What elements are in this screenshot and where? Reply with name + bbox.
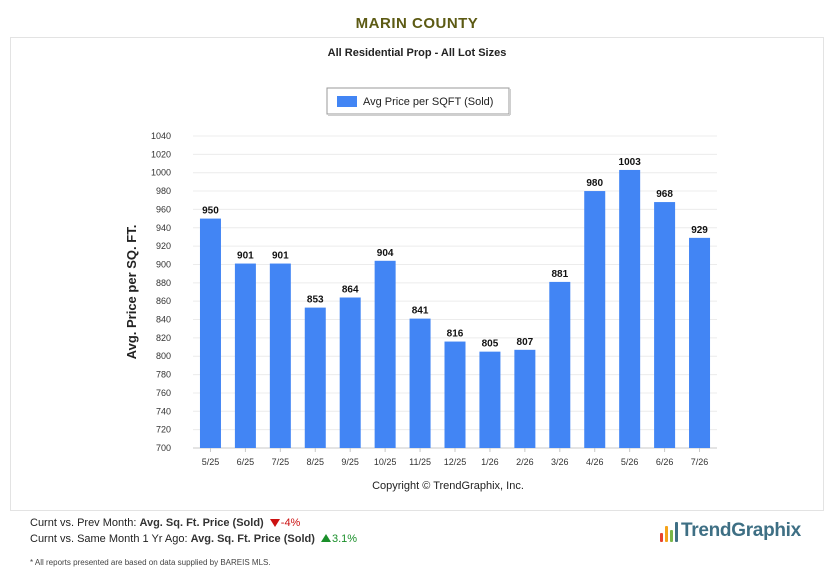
x-tick-label: 1/26 <box>481 457 499 467</box>
y-tick-label: 960 <box>156 204 171 214</box>
bar-5-26[interactable] <box>619 169 641 448</box>
data-label: 853 <box>307 295 324 306</box>
data-label: 904 <box>377 248 394 259</box>
data-source-note: * All reports presented are based on dat… <box>30 558 271 567</box>
prev-month-change: -4% <box>280 517 301 529</box>
bar-2-26[interactable] <box>514 349 536 448</box>
bar-3-26[interactable] <box>549 281 571 448</box>
x-tick-label: 9/25 <box>341 457 359 467</box>
bars: 950 901 901 853 864 904 841 816 805 807 881 980 1003… <box>199 157 711 448</box>
footer-prev-month: Curnt vs. Prev Month: Avg. Sq. Ft. Price… <box>30 517 300 529</box>
y-axis-label: Avg. Price per SQ. FT. <box>124 225 139 360</box>
data-label: 929 <box>691 225 708 236</box>
y-tick-label: 840 <box>156 315 171 325</box>
y-tick-label: 780 <box>156 370 171 380</box>
data-label: 1003 <box>619 157 642 168</box>
data-label: 881 <box>551 269 568 280</box>
prev-month-prefix: Curnt vs. Prev Month: <box>30 517 137 529</box>
bar-chart: All Residential Prop - All Lot Sizes Avg… <box>124 47 717 492</box>
x-tick-label: 6/26 <box>656 457 674 467</box>
y-tick-label: 880 <box>156 278 171 288</box>
bar-11-25[interactable] <box>409 318 431 448</box>
y-tick-label: 740 <box>156 406 171 416</box>
y-tick-label: 1040 <box>151 131 171 141</box>
bar-chart-logo-icon <box>660 520 678 542</box>
chart-title: All Residential Prop - All Lot Sizes <box>328 47 507 59</box>
bar-6-25[interactable] <box>234 263 256 448</box>
y-tick-label: 1020 <box>151 149 171 159</box>
y-tick-label: 920 <box>156 241 171 251</box>
y-tick-label: 940 <box>156 223 171 233</box>
y-tick-label: 980 <box>156 186 171 196</box>
data-label: 980 <box>586 178 603 189</box>
data-label: 864 <box>342 285 359 296</box>
footer-year-ago: Curnt vs. Same Month 1 Yr Ago: Avg. Sq. … <box>30 533 357 545</box>
brand-name: TrendGraphix <box>681 520 801 541</box>
down-arrow-icon <box>269 519 280 527</box>
page-title: MARIN COUNTY <box>355 15 479 32</box>
data-label: 968 <box>656 189 673 200</box>
chart-credit: Copyright © TrendGraphix, Inc. <box>372 480 524 492</box>
year-ago-change: 3.1% <box>331 533 358 545</box>
x-tick-label: 2/26 <box>516 457 534 467</box>
x-tick-label: 5/25 <box>202 457 220 467</box>
legend[interactable]: Avg Price per SQFT (Sold) <box>326 87 511 116</box>
y-tick-label: 900 <box>156 259 171 269</box>
bar-10-25[interactable] <box>374 260 396 448</box>
y-tick-label: 760 <box>156 388 171 398</box>
x-tick-label: 6/25 <box>237 457 255 467</box>
y-tick-label: 1000 <box>151 168 171 178</box>
y-tick-label: 720 <box>156 425 171 435</box>
bar-7-26[interactable] <box>689 237 711 448</box>
y-tick-label: 860 <box>156 296 171 306</box>
data-label: 805 <box>482 339 499 350</box>
x-tick-label: 7/25 <box>272 457 290 467</box>
data-label: 950 <box>202 206 219 217</box>
data-label: 901 <box>237 251 254 262</box>
year-ago-prefix: Curnt vs. Same Month 1 Yr Ago: <box>30 533 188 545</box>
bar-9-25[interactable] <box>339 297 361 448</box>
up-arrow-icon <box>320 534 331 542</box>
data-label: 841 <box>412 306 429 317</box>
legend-label: Avg Price per SQFT (Sold) <box>363 96 493 108</box>
trendgraphix-logo[interactable]: TrendGraphix <box>660 516 801 546</box>
y-axis-ticks: 700 720 740 760 780 800 820 840 860 880 900 920 940 9… <box>151 131 171 453</box>
legend-box <box>326 87 510 115</box>
y-tick-label: 820 <box>156 333 171 343</box>
year-ago-metric: Avg. Sq. Ft. Price (Sold) <box>190 533 315 545</box>
x-tick-label: 8/25 <box>307 457 325 467</box>
x-tick-label: 3/26 <box>551 457 569 467</box>
x-axis-ticks: 5/25 6/25 7/25 8/25 9/25 10/25 11/25 12/25 1/26 2… <box>202 448 709 467</box>
data-label: 901 <box>272 251 289 262</box>
x-tick-label: 10/25 <box>374 457 397 467</box>
data-label: 816 <box>447 329 464 340</box>
bar-7-25[interactable] <box>269 263 291 448</box>
bar-5-25[interactable] <box>199 218 221 448</box>
data-label: 807 <box>517 337 534 348</box>
chart-panel: All Residential Prop - All Lot Sizes Avg… <box>10 37 824 511</box>
prev-month-metric: Avg. Sq. Ft. Price (Sold) <box>139 517 264 529</box>
y-tick-label: 700 <box>156 443 171 453</box>
bar-12-25[interactable] <box>444 341 466 448</box>
legend-swatch <box>337 96 357 107</box>
x-tick-label: 4/26 <box>586 457 604 467</box>
x-tick-label: 11/25 <box>409 457 431 467</box>
x-tick-label: 7/26 <box>691 457 709 467</box>
x-tick-label: 5/26 <box>621 457 639 467</box>
bar-1-26[interactable] <box>479 351 501 448</box>
y-tick-label: 800 <box>156 351 171 361</box>
bar-6-26[interactable] <box>654 202 676 448</box>
bar-8-25[interactable] <box>304 307 326 448</box>
bar-4-26[interactable] <box>584 191 606 448</box>
x-tick-label: 12/25 <box>444 457 467 467</box>
